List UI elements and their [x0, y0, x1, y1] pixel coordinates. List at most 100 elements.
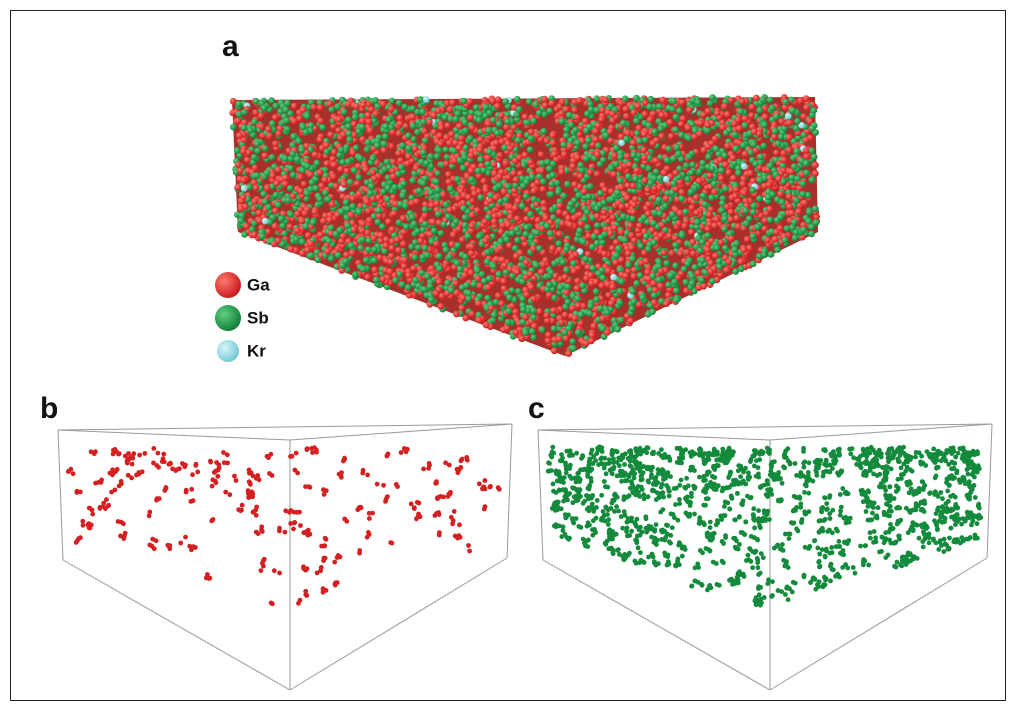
atom [422, 137, 429, 144]
atom [561, 142, 568, 149]
atom [651, 299, 658, 306]
atom [540, 178, 547, 185]
atom [411, 221, 418, 228]
atom [670, 155, 677, 162]
atom [495, 292, 502, 299]
atom [549, 100, 556, 107]
atom [462, 315, 469, 322]
atom [679, 99, 686, 106]
atom [382, 133, 389, 140]
atom [436, 253, 443, 260]
atom [264, 170, 271, 177]
atom [670, 180, 677, 187]
atom [548, 191, 555, 198]
atom [334, 103, 341, 110]
atom [650, 110, 657, 117]
atom [596, 202, 603, 209]
atom [631, 273, 638, 280]
atom [800, 180, 807, 187]
atom [397, 157, 404, 164]
atom [301, 181, 308, 188]
atom [436, 132, 443, 139]
atom [540, 200, 547, 207]
atom [530, 334, 537, 341]
atom [481, 178, 488, 185]
atom [718, 175, 725, 182]
atom [637, 272, 644, 279]
atom [531, 188, 538, 195]
atom [690, 250, 697, 257]
atom [396, 100, 403, 107]
atom [514, 96, 521, 103]
atom [588, 106, 595, 113]
atom [683, 279, 690, 286]
atom [522, 114, 529, 121]
atom [317, 232, 324, 239]
atom [538, 151, 545, 158]
atom [634, 167, 641, 174]
atom [483, 187, 490, 194]
atom [310, 104, 317, 111]
atom [672, 262, 679, 269]
atom [801, 199, 808, 206]
atom [593, 279, 600, 286]
atom [778, 133, 785, 140]
atom [673, 114, 680, 121]
atom [630, 139, 637, 146]
atom [539, 326, 546, 333]
atom [318, 183, 325, 190]
atom [434, 170, 441, 177]
atom [343, 168, 350, 175]
atom [320, 218, 327, 225]
atom [469, 311, 476, 318]
atom [389, 98, 396, 105]
atom [427, 153, 434, 160]
atom [446, 179, 453, 186]
atom [748, 112, 755, 119]
atom [594, 95, 601, 102]
atom [421, 128, 428, 135]
atom [773, 149, 780, 156]
atom [258, 123, 265, 130]
atom [664, 157, 671, 164]
atom [767, 217, 774, 224]
atom [582, 118, 589, 125]
atom [540, 261, 547, 268]
atom [681, 266, 688, 273]
atom [674, 296, 681, 303]
atom [469, 124, 476, 131]
atom [364, 146, 371, 153]
atom [444, 154, 451, 161]
atom [530, 314, 537, 321]
atom [725, 169, 732, 176]
atom [555, 189, 562, 196]
atom [381, 248, 388, 255]
atom [294, 211, 301, 218]
atom [651, 185, 658, 192]
atom [436, 265, 443, 272]
atom [536, 308, 543, 315]
atom [633, 95, 640, 102]
atom [436, 278, 443, 285]
atom [510, 170, 517, 177]
atom [587, 303, 594, 310]
atom [600, 157, 607, 164]
atom [420, 180, 427, 187]
atom [757, 154, 764, 161]
atom [506, 242, 513, 249]
atom [344, 206, 351, 213]
atom [380, 101, 387, 108]
atom [617, 299, 624, 306]
figure: a b c Ga Sb Kr [0, 0, 1016, 708]
atom [247, 127, 254, 134]
atom [753, 95, 760, 102]
atom [609, 196, 616, 203]
atom [444, 122, 451, 129]
atom [241, 231, 248, 238]
atom [558, 169, 565, 176]
atom [547, 108, 554, 115]
atom-slab [229, 94, 820, 357]
atom [491, 218, 498, 225]
atom [281, 230, 288, 237]
atom [256, 217, 263, 224]
